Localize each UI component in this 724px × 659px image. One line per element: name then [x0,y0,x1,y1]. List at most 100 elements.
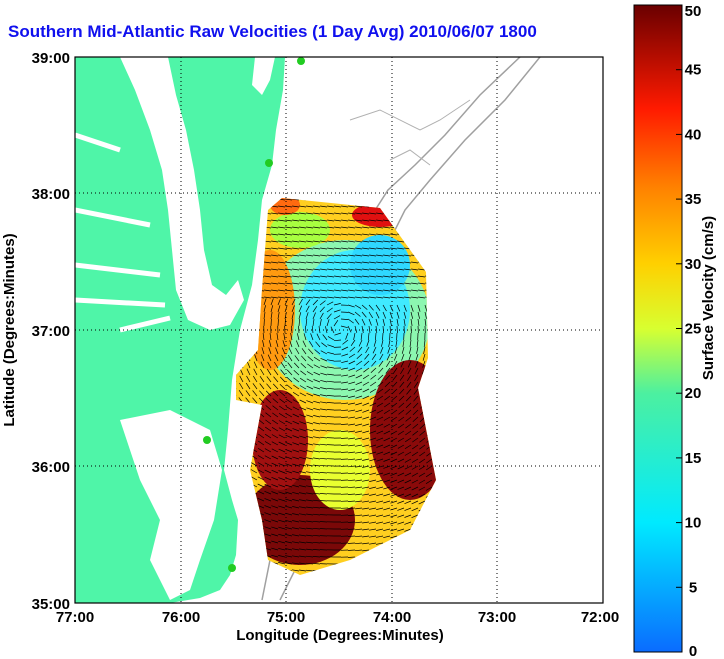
velocity-arrow [355,465,363,468]
velocity-arrow [286,398,293,404]
velocity-arrow [369,521,377,524]
velocity-arrow [278,268,286,271]
velocity-arrow [285,470,293,474]
velocity-arrow [279,376,286,383]
velocity-arrow [383,275,391,278]
velocity-arrow [299,421,307,425]
velocity-arrow [299,254,307,257]
velocity-arrow [299,442,307,446]
velocity-arrow [424,311,427,319]
velocity-arrow [377,388,384,394]
velocity-arrow [285,198,293,201]
velocity-arrow [365,346,370,354]
velocity-arrow [306,435,314,439]
velocity-arrow [271,441,279,446]
velocity-arrow [265,397,272,404]
velocity-arrow [271,462,279,467]
velocity-arrow [376,289,384,292]
velocity-arrow [262,340,265,348]
colorbar-tick-label: 50 [685,3,702,20]
velocity-arrow [418,275,426,278]
velocity-arrow [362,430,370,434]
velocity-arrow [293,362,300,369]
velocity-arrow [383,465,391,469]
velocity-arrow [274,361,279,369]
velocity-arrow [383,535,391,539]
velocity-arrow [355,444,363,447]
velocity-arrow [362,254,370,257]
velocity-arrow [313,233,321,236]
velocity-arrow [278,289,286,292]
velocity-arrow [313,407,321,411]
velocity-arrow [282,340,286,348]
velocity-arrow [306,254,314,257]
velocity-arrow [399,374,405,381]
velocity-arrow [299,506,307,509]
velocity-arrow [313,471,321,474]
velocity-arrow [361,325,364,333]
velocity-arrow [292,282,300,285]
velocity-arrow [375,325,378,334]
velocity-arrow [390,535,398,539]
velocity-arrow [286,369,293,376]
velocity-arrow [371,360,377,367]
velocity-arrow [313,485,321,488]
velocity-arrow [313,282,321,285]
velocity-arrow [278,547,286,551]
velocity-arrow [380,346,384,354]
velocity-arrow [292,219,300,222]
velocity-arrow [320,219,328,222]
velocity-arrow [347,521,356,523]
velocity-arrow [369,437,377,441]
velocity-arrow [348,423,356,426]
velocity-arrow [395,339,398,347]
velocity-arrow [291,305,295,313]
velocity-arrow [252,390,258,397]
velocity-arrow [348,296,356,299]
y-axis-ticks: 39:00 38:00 37:00 36:00 35:00 [32,50,70,613]
velocity-arrow [341,212,349,215]
velocity-arrow [341,353,349,357]
velocity-arrow [404,521,412,525]
velocity-arrow [383,486,391,490]
velocity-arrow [362,289,370,292]
velocity-arrow [367,332,370,341]
velocity-arrow [368,304,374,311]
velocity-arrow [271,455,279,460]
velocity-arrow [313,219,321,222]
velocity-arrow [397,486,405,490]
velocity-arrow [280,369,286,376]
velocity-arrow [299,268,307,271]
velocity-arrow [333,315,341,320]
velocity-arrow [285,413,293,418]
velocity-arrow [291,298,296,306]
velocity-arrow [411,465,419,470]
velocity-arrow [411,472,419,477]
velocity-arrow [403,304,407,312]
velocity-arrow [306,471,314,474]
velocity-arrow [306,499,314,502]
velocity-arrow [362,479,370,482]
velocity-arrow [355,275,363,278]
velocity-arrow [299,527,307,530]
velocity-arrow [320,387,328,390]
colorbar-tick-label: 0 [689,643,697,659]
velocity-arrow [398,402,405,408]
pamlico-sound [120,410,222,600]
velocity-arrow [405,423,412,429]
velocity-arrow [412,437,419,443]
velocity-arrow [306,534,314,537]
velocity-arrow [306,513,314,516]
velocity-arrow [390,247,398,250]
velocity-arrow [348,367,356,371]
velocity-arrow [285,205,293,208]
velocity-arrow [371,353,377,360]
velocity-arrow [278,448,286,453]
velocity-arrow [299,541,307,544]
velocity-arrow [264,261,272,264]
velocity-arrow [415,360,419,368]
velocity-arrow [383,240,391,243]
velocity-arrow [369,514,377,517]
velocity-arrow [385,367,391,374]
